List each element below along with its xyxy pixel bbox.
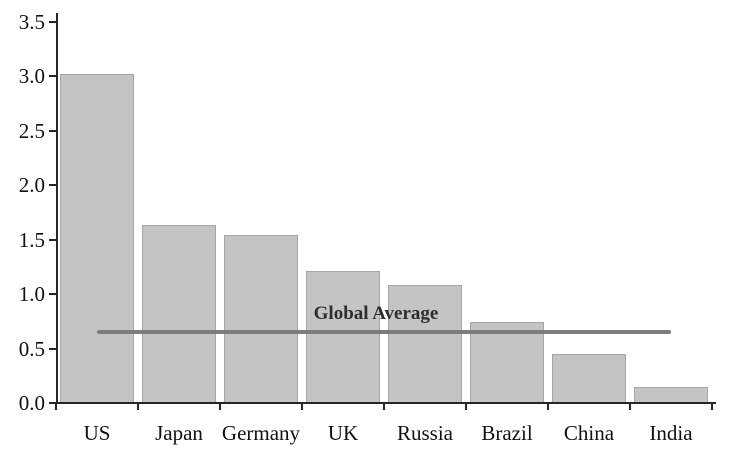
x-category-label-brazil: Brazil (481, 421, 533, 445)
y-tick (49, 184, 57, 186)
y-tick-label: 0.0 (18, 391, 45, 415)
x-tick (55, 404, 57, 410)
y-tick (49, 75, 57, 77)
x-category-label-india: India (649, 421, 693, 445)
bar-india (634, 386, 708, 402)
y-tick-label: 2.5 (18, 118, 45, 143)
y-tick (49, 129, 57, 132)
bar-china (552, 353, 626, 402)
y-tick-label: 0.5 (18, 336, 45, 361)
y-tick (49, 347, 57, 350)
global-average-line (97, 330, 671, 335)
x-axis-line (56, 402, 716, 404)
x-tick (383, 404, 385, 410)
y-tick (49, 238, 57, 241)
x-tick (629, 404, 631, 410)
y-tick-label: 3.0 (18, 64, 45, 88)
bar-russia (388, 285, 462, 402)
x-tick (219, 404, 221, 410)
x-category-label-russia: Russia (396, 421, 453, 445)
x-tick (465, 404, 467, 410)
y-tick (49, 20, 57, 23)
bar-us (60, 73, 134, 402)
y-axis-line (56, 13, 58, 404)
x-tick (301, 404, 303, 410)
bar-uk (306, 271, 380, 402)
x-category-label-us: US (83, 421, 111, 445)
x-category-label-uk: UK (327, 421, 359, 445)
y-tick-label: 1.5 (18, 227, 45, 252)
x-tick (137, 404, 139, 410)
x-category-label-china: China (563, 421, 615, 445)
bar-germany (224, 235, 298, 402)
y-tick (49, 402, 57, 404)
bar-japan (142, 225, 216, 402)
y-tick (49, 293, 57, 295)
bar-brazil (470, 322, 544, 402)
x-category-label-germany: Germany (221, 421, 301, 445)
global-average-label: Global Average (313, 303, 439, 324)
y-tick-label: 3.5 (18, 9, 45, 34)
x-category-label-japan: Japan (155, 421, 203, 445)
y-tick-label: 1.0 (18, 282, 45, 306)
y-tick-label: 2.0 (18, 173, 45, 197)
x-tick (547, 404, 549, 410)
x-tick (711, 404, 713, 410)
